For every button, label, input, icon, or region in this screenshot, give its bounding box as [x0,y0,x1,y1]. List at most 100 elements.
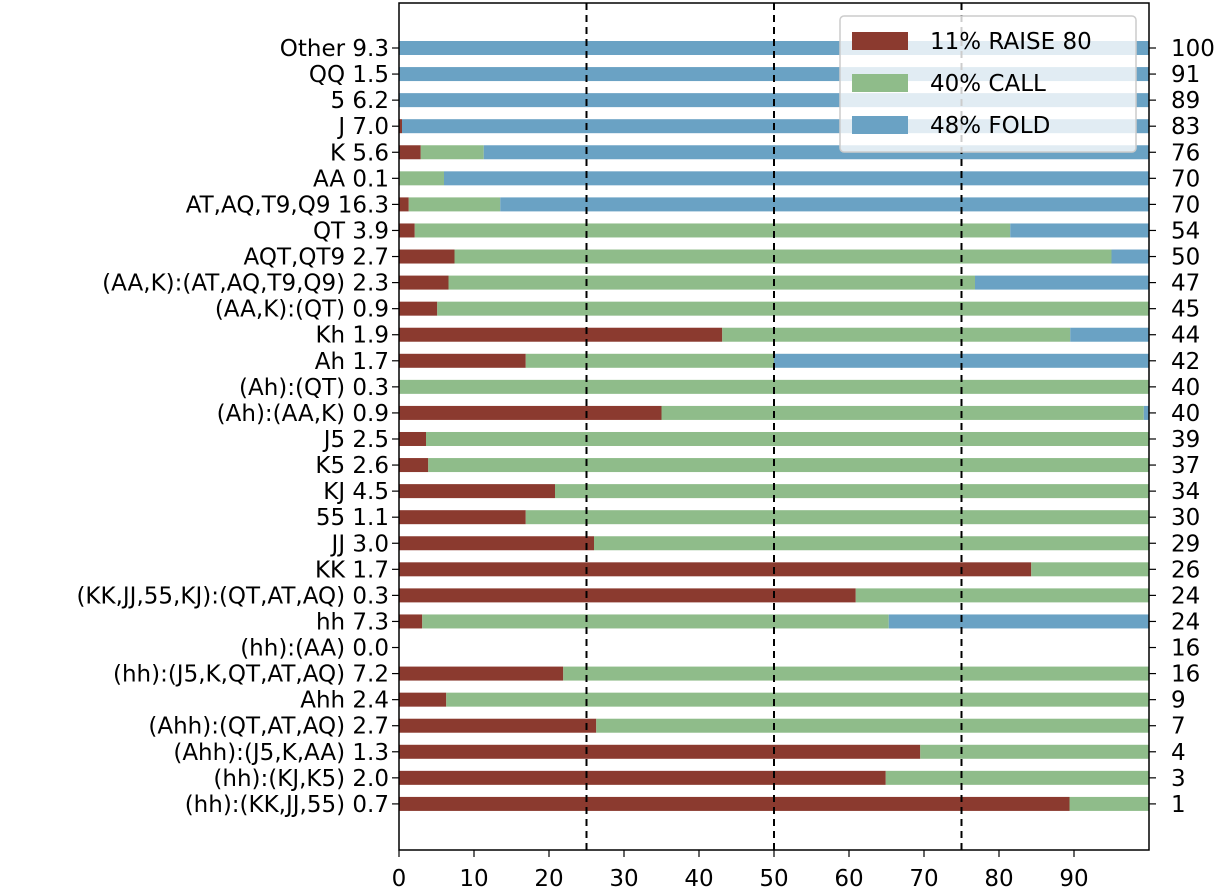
legend-entry: 11% RAISE 80 [930,29,1092,55]
bar-segment-raise-28 [399,770,886,785]
bar-segment-raise-10 [399,301,438,316]
category-label: (AA,K):(AT,AQ,T9,Q9) 2.3 [102,271,389,297]
right-axis-label: 91 [1171,62,1200,88]
bar-segment-call-21 [855,588,1149,603]
bar-segment-raise-14 [399,405,662,420]
category-label: (Ahh):(J5,K,AA) 1.3 [173,740,389,766]
bar-segment-fold-14 [1143,405,1149,420]
bar-segment-call-22 [422,614,889,629]
bar-segment-call-18 [525,510,1149,525]
bar-segment-fold-12 [774,353,1149,368]
bar-segment-raise-20 [399,562,1032,577]
bar-segment-raise-11 [399,327,723,342]
bar-segment-raise-8 [399,249,455,264]
bar-segment-fold-22 [888,614,1149,629]
right-axis-label: 40 [1171,375,1200,401]
right-axis-label: 29 [1171,531,1200,557]
right-axis-label: 39 [1171,427,1200,453]
bar-segment-raise-26 [399,718,597,733]
x-tick-label: 20 [534,866,563,892]
x-tick-label: 50 [759,866,788,892]
bar-segment-raise-27 [399,744,921,759]
right-axis-label: 30 [1171,505,1200,531]
bar-segment-raise-12 [399,353,526,368]
category-label: J5 2.5 [322,427,389,453]
bar-segment-raise-19 [399,536,594,551]
category-label: (Ahh):(QT,AT,AQ) 2.7 [148,714,389,740]
right-axis-label: 7 [1171,714,1186,740]
right-axis-label: 1 [1171,792,1186,818]
legend-swatch [852,116,908,134]
bar-segment-raise-29 [399,796,1070,811]
right-axis-label: 40 [1171,401,1200,427]
x-tick-label: 60 [834,866,863,892]
x-tick-label: 90 [1059,866,1088,892]
bar-segment-call-6 [408,197,501,212]
bar-segment-call-11 [722,327,1071,342]
legend-swatch [852,32,908,50]
category-label: JJ 3.0 [330,531,389,557]
bar-segment-call-27 [920,744,1149,759]
category-label: K5 2.6 [315,453,389,479]
category-label: (AA,K):(QT) 0.9 [215,297,389,323]
category-label: AT,AQ,T9,Q9 16.3 [186,192,389,218]
category-label: KK 1.7 [315,557,389,583]
category-label: Other 9.3 [280,36,389,62]
bar-segment-call-20 [1031,562,1149,577]
bar-segment-call-19 [594,536,1149,551]
right-axis-label: 34 [1171,479,1200,505]
category-label: Kh 1.9 [315,323,389,349]
bar-segment-raise-15 [399,431,426,446]
bar-segment-fold-11 [1070,327,1149,342]
right-axis-label: 24 [1171,609,1200,635]
bar-segment-fold-9 [975,275,1149,290]
bar-segment-raise-18 [399,510,526,525]
bar-segment-call-12 [525,353,774,368]
right-axis-label: 45 [1171,297,1200,323]
bar-segment-raise-22 [399,614,423,629]
x-tick-label: 40 [684,866,713,892]
bar-segment-call-17 [555,484,1149,499]
x-tick-label: 10 [459,866,488,892]
right-axis-label: 4 [1171,740,1186,766]
category-label: 55 1.1 [316,505,389,531]
right-axis-label: 3 [1171,766,1186,792]
right-axis-labels: 1009189837670705450474544424040393734302… [1149,36,1215,818]
legend-entry: 40% CALL [930,71,1046,97]
right-axis-label: 44 [1171,323,1200,349]
bar-segment-call-5 [399,171,444,186]
right-axis-label: 42 [1171,349,1200,375]
bar-segment-call-7 [414,223,1011,238]
category-label: (Ah):(AA,K) 0.9 [217,401,389,427]
right-axis-label: 16 [1171,662,1200,688]
right-axis-label: 24 [1171,583,1200,609]
bar-segment-call-24 [563,666,1149,681]
category-label: AA 0.1 [313,166,389,192]
category-label: QQ 1.5 [309,62,389,88]
right-axis-label: 50 [1171,245,1200,271]
category-label: (hh):(J5,K,QT,AT,AQ) 7.2 [113,662,389,688]
legend-box [839,15,1137,153]
legend: 11% RAISE 80 40% CALL 48% FOLD [839,15,1137,153]
bar-segment-raise-3 [399,119,402,134]
category-label: J 7.0 [336,114,389,140]
category-label: (KK,JJ,55,KJ):(QT,AT,AQ) 0.3 [76,583,389,609]
bar-segment-call-16 [428,458,1149,473]
right-axis-label: 89 [1171,88,1200,114]
category-label: (hh):(KJ,K5) 2.0 [213,766,389,792]
right-axis-label: 54 [1171,218,1200,244]
bar-segment-fold-5 [444,171,1149,186]
right-axis-label: 9 [1171,688,1186,714]
x-tick-label: 30 [609,866,638,892]
right-axis-label: 70 [1171,166,1200,192]
category-label: Ahh 2.4 [300,688,389,714]
bar-segment-call-26 [596,718,1149,733]
x-tick-label: 80 [984,866,1013,892]
category-label: Ah 1.7 [315,349,389,375]
reference-lines [585,3,963,850]
x-tick-label: 0 [392,866,407,892]
bar-segment-call-28 [885,770,1149,785]
category-label: QT 3.9 [313,218,389,244]
right-axis-label: 83 [1171,114,1200,140]
